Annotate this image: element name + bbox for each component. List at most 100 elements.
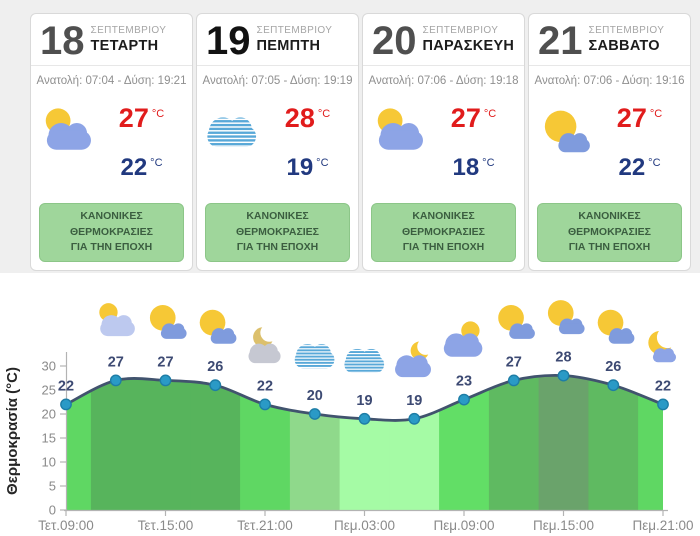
temp-unit: °C xyxy=(483,108,497,120)
data-point[interactable] xyxy=(308,408,321,420)
point-value-label: 28 xyxy=(555,350,571,366)
temperature-chart-section: 0 5 10 15 20 25 30 Τετ.09:00 Τετ.15:00 Τετ.21:00 Π… xyxy=(0,273,700,536)
area-band xyxy=(538,375,589,510)
y-tick-label: 30 xyxy=(42,359,56,374)
data-point[interactable] xyxy=(557,369,570,382)
area-band xyxy=(588,375,639,510)
data-point[interactable] xyxy=(507,374,520,387)
x-tick-label: Πεμ.21:00 xyxy=(632,518,693,533)
area-band xyxy=(488,375,540,510)
y-tick-label: 5 xyxy=(49,479,56,494)
sun-small-cloud-icon xyxy=(199,309,237,344)
weather-icon xyxy=(39,105,99,203)
sun-small-cloud-icon xyxy=(498,304,535,339)
x-tick-label: Πεμ.03:00 xyxy=(334,518,395,533)
weather-icon xyxy=(537,105,597,203)
card-main: 27 °C 22 °C xyxy=(31,93,192,203)
temperature-chart: 0 5 10 15 20 25 30 Τετ.09:00 Τετ.15:00 Τετ.21:00 Π… xyxy=(4,300,694,533)
y-tick-label: 20 xyxy=(42,407,56,422)
point-value-label: 27 xyxy=(506,354,522,370)
day-number: 19 xyxy=(206,19,251,63)
overcast-icon xyxy=(294,344,335,369)
temp-unit: °C xyxy=(649,108,663,120)
data-point[interactable] xyxy=(159,374,172,387)
moon-small-cloud-icon xyxy=(648,326,679,363)
point-value-label: 22 xyxy=(655,378,671,394)
point-value-label: 19 xyxy=(356,393,372,409)
point-value-label: 27 xyxy=(108,354,124,370)
cloud-sun-icon xyxy=(443,321,483,357)
high-temp: 27 °C xyxy=(616,103,663,133)
high-temp: 27 °C xyxy=(118,103,165,133)
x-tick-label: Τετ.09:00 xyxy=(38,518,94,533)
sun-cloud-icon xyxy=(377,108,423,150)
day-name: ΤΕΤΑΡΤΗ xyxy=(90,38,159,54)
temp-unit: °C xyxy=(150,157,163,169)
day-name: ΠΑΡΑΣΚΕΥΗ xyxy=(422,38,515,54)
month-label: ΣΕΠΤΕΜΒΡΙΟΥ xyxy=(422,25,499,36)
normal-temps-badge: ΚΑΝΟΝΙΚΕΣ ΘΕΡΜΟΚΡΑΣΙΕΣ ΓΙΑ ΤΗΝ ΕΠΟΧΗ xyxy=(205,202,350,262)
data-point[interactable] xyxy=(109,374,122,387)
area-band xyxy=(140,375,191,510)
x-tick-label: Πεμ.09:00 xyxy=(433,518,494,533)
card-main: 27 °C 22 °C xyxy=(529,93,690,203)
forecast-card-19[interactable]: 19 ΣΕΠΤΕΜΒΡΙΟΥ ΠΕΜΠΤΗ Ανατολή: 07:05 - Δ… xyxy=(196,13,359,271)
cards-row: 18 ΣΕΠΤΕΜΒΡΙΟΥ ΤΕΤΑΡΤΗ Ανατολή: 07:04 - … xyxy=(30,13,700,271)
data-point[interactable] xyxy=(60,398,72,411)
overcast-icon xyxy=(344,348,385,374)
sun-pale-cloud-icon xyxy=(99,303,135,337)
sun-small-cloud-icon xyxy=(547,300,585,335)
y-tick-label: 10 xyxy=(42,455,56,470)
data-point[interactable] xyxy=(358,412,371,425)
sunrise-sunset-text: Ανατολή: 07:06 - Δύση: 19:18 xyxy=(368,75,519,87)
sun-small-cloud-icon xyxy=(544,110,590,153)
card-header: 19 ΣΕΠΤΕΜΒΡΙΟΥ ΠΕΜΠΤΗ xyxy=(197,14,358,66)
low-temp: 19 °C xyxy=(286,154,329,181)
weather-icon xyxy=(371,105,431,203)
temp-unit: °C xyxy=(482,157,495,169)
day-number: 18 xyxy=(40,19,85,63)
data-point[interactable] xyxy=(259,398,271,411)
sunrise-sunset-text: Ανατολή: 07:06 - Δύση: 19:16 xyxy=(534,75,685,87)
point-value-label: 19 xyxy=(406,393,422,409)
day-number: 21 xyxy=(538,19,583,63)
x-tick-label: Τετ.15:00 xyxy=(138,518,194,533)
point-value-label: 22 xyxy=(58,378,74,394)
y-tick-label: 15 xyxy=(42,431,56,446)
month-label: ΣΕΠΤΕΜΒΡΙΟΥ xyxy=(256,25,333,36)
x-tick-label: Πεμ.15:00 xyxy=(533,518,594,533)
moon-cloud-icon xyxy=(395,338,434,378)
normal-temps-badge: ΚΑΝΟΝΙΚΕΣ ΘΕΡΜΟΚΡΑΣΙΕΣ ΓΙΑ ΤΗΝ ΕΠΟΧΗ xyxy=(537,202,682,262)
sun-small-cloud-icon xyxy=(597,309,635,344)
data-point[interactable] xyxy=(458,393,470,406)
card-header: 20 ΣΕΠΤΕΜΒΡΙΟΥ ΠΑΡΑΣΚΕΥΗ xyxy=(363,14,524,66)
forecast-card-21[interactable]: 21 ΣΕΠΤΕΜΒΡΙΟΥ ΣΑΒΒΑΤΟ Ανατολή: 07:06 - … xyxy=(528,13,691,271)
overcast-icon xyxy=(207,117,257,148)
temp-unit: °C xyxy=(317,108,331,120)
y-tick-label: 25 xyxy=(42,383,56,398)
data-point[interactable] xyxy=(657,398,669,411)
data-point[interactable] xyxy=(408,412,421,425)
sunrise-sunset-text: Ανατολή: 07:04 - Δύση: 19:21 xyxy=(36,75,187,87)
sunrise-sunset-text: Ανατολή: 07:05 - Δύση: 19:19 xyxy=(202,75,353,87)
low-temp: 18 °C xyxy=(452,154,495,181)
y-tick-label: 0 xyxy=(49,503,56,518)
data-point[interactable] xyxy=(607,379,620,392)
normal-temps-badge: ΚΑΝΟΝΙΚΕΣ ΘΕΡΜΟΚΡΑΣΙΕΣ ΓΙΑ ΤΗΝ ΕΠΟΧΗ xyxy=(39,202,184,262)
low-temp: 22 °C xyxy=(618,154,661,181)
temp-unit: °C xyxy=(648,157,661,169)
point-value-label: 20 xyxy=(307,388,323,404)
day-name: ΠΕΜΠΤΗ xyxy=(256,38,321,54)
month-label: ΣΕΠΤΕΜΒΡΙΟΥ xyxy=(90,25,167,36)
card-main: 28 °C 19 °C xyxy=(197,93,358,203)
point-value-label: 27 xyxy=(157,354,173,370)
point-value-label: 22 xyxy=(257,378,273,394)
forecast-card-20[interactable]: 20 ΣΕΠΤΕΜΒΡΙΟΥ ΠΑΡΑΣΚΕΥΗ Ανατολή: 07:06 … xyxy=(362,13,525,271)
data-point[interactable] xyxy=(209,379,222,392)
point-value-label: 23 xyxy=(456,374,472,390)
card-main: 27 °C 18 °C xyxy=(363,93,524,203)
forecast-card-18[interactable]: 18 ΣΕΠΤΕΜΒΡΙΟΥ ΤΕΤΑΡΤΗ Ανατολή: 07:04 - … xyxy=(30,13,193,271)
area-band xyxy=(90,375,142,510)
x-tick-label: Τετ.21:00 xyxy=(237,518,293,533)
